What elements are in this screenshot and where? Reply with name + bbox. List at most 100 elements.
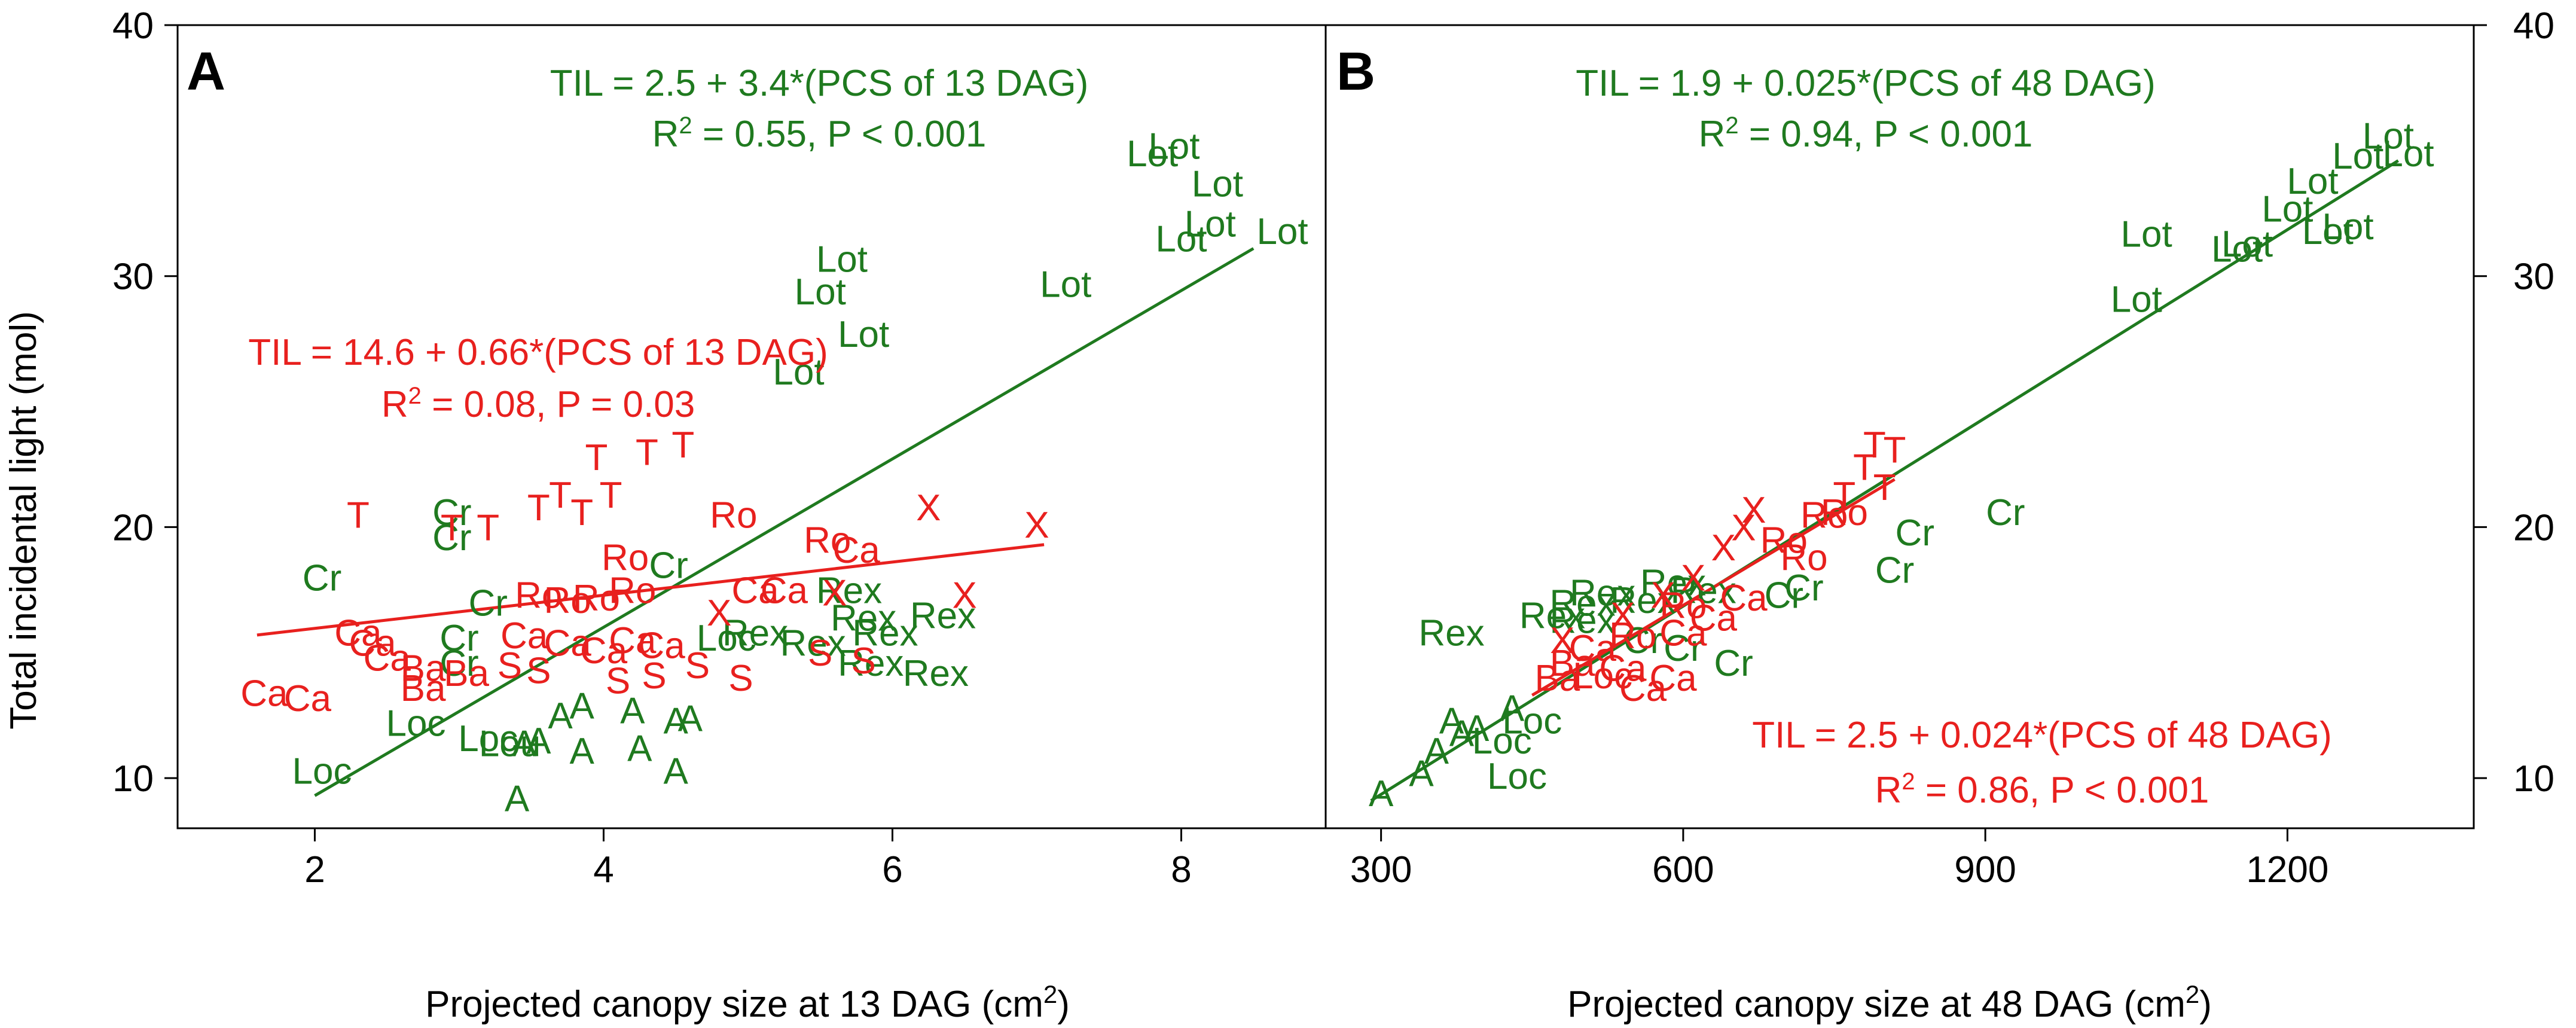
data-point-green: Loc (1472, 721, 1532, 762)
data-point-red: Ro (1659, 585, 1707, 626)
data-point-red: T (527, 487, 550, 529)
data-point-green: Rex (722, 613, 788, 654)
data-point-red: X (953, 575, 977, 617)
data-point-green: A (620, 691, 645, 732)
data-point-green: Lot (1256, 211, 1308, 252)
data-point-green: Lot (773, 352, 824, 393)
data-point-red: T (585, 437, 608, 478)
data-point-red: Ca (364, 638, 411, 679)
data-point-red: Ca (731, 570, 779, 611)
data-point-green: Lot (795, 272, 846, 313)
data-point-green: Lot (2111, 279, 2162, 320)
data-point-red: Ba (401, 668, 446, 709)
r2-green: R2 = 0.55, P < 0.001 (652, 112, 987, 155)
data-point-green: Rex (1519, 595, 1585, 636)
data-point-green: Cr (649, 545, 688, 586)
data-point-red: T (347, 495, 370, 536)
data-point-green: Loc (458, 718, 518, 759)
data-point-green: Rex (780, 623, 846, 664)
x-tick-label: 1200 (2246, 849, 2328, 890)
data-point-green: Rex (1640, 563, 1706, 604)
y-tick-label: 10 (2513, 758, 2554, 800)
data-point-red: S (498, 645, 522, 687)
equation-red: TIL = 2.5 + 0.024*(PCS of 48 DAG) (1752, 715, 2332, 756)
data-point-green: A (627, 728, 652, 770)
data-point-green: A (505, 779, 530, 820)
data-point-red: X (707, 593, 731, 634)
data-point-red: Ro (804, 520, 851, 561)
y-tick-label: 30 (112, 257, 154, 298)
data-point-red: Ca (334, 613, 382, 654)
data-point-green: A (1424, 731, 1449, 772)
x-tick-label: 300 (1350, 849, 1412, 890)
data-point-green: Rex (903, 653, 969, 694)
x-tick-label: 6 (882, 849, 902, 890)
data-point-red: T (570, 492, 593, 533)
data-point-red: Ro (710, 495, 757, 536)
data-point-red: Ro (1609, 615, 1656, 657)
data-point-green: Cr (439, 643, 478, 684)
data-point-green: Cr (432, 492, 471, 533)
data-point-red: T (549, 475, 572, 516)
data-point-red: T (1853, 447, 1876, 489)
data-point-green: A (1464, 708, 1490, 749)
data-point-green: A (1409, 754, 1434, 795)
data-point-green: Cr (1765, 575, 1803, 617)
x-tick-label: 900 (1954, 849, 2016, 890)
data-point-red: T (477, 507, 499, 548)
data-point-green: Loc (697, 618, 756, 659)
data-point-red: T (1873, 467, 1896, 508)
data-point-green: Lot (2332, 136, 2383, 177)
r2-red: R2 = 0.08, P = 0.03 (381, 383, 695, 425)
data-point-red: Ca (1659, 613, 1707, 654)
data-point-red: Ca (1619, 668, 1667, 709)
data-point-green: A (570, 685, 595, 727)
data-point-green: Cr (1896, 513, 1934, 554)
data-point-red: X (1681, 557, 1705, 599)
data-point-green: Cr (469, 582, 508, 624)
data-point-red: S (851, 640, 875, 682)
data-point-red: Ro (1780, 538, 1827, 579)
data-point-red: Ro (609, 570, 656, 611)
panel-label: A (187, 42, 225, 102)
data-point-red: Ro (1800, 495, 1848, 536)
x-tick-label: 8 (1171, 849, 1191, 890)
data-point-green: Lot (1185, 204, 1236, 245)
y-tick-label: 30 (2513, 257, 2554, 298)
data-point-red: Ca (637, 626, 685, 667)
panel-label: B (1336, 42, 1375, 102)
data-point-red: Loc (1573, 655, 1632, 697)
data-point-red: Ca (544, 623, 591, 664)
data-point-red: T (636, 432, 658, 473)
data-point-green: Rex (816, 570, 882, 611)
data-point-red: Ba (444, 653, 489, 694)
data-point-green: Rex (831, 597, 896, 639)
data-point-green: A (526, 721, 551, 762)
data-point-green: Lot (2287, 161, 2338, 202)
data-point-green: Cr (439, 618, 478, 659)
data-point-green: Loc (292, 751, 352, 792)
y-tick-label: 40 (112, 5, 154, 47)
data-point-green: Rex (1610, 580, 1675, 621)
y-axis-label: Total incidental light (mol) (3, 311, 44, 730)
data-point-red: X (1741, 490, 1766, 531)
data-point-red: T (1863, 425, 1886, 466)
x-tick-label: 4 (593, 849, 614, 890)
data-point-red: Ca (1720, 578, 1768, 619)
data-point-green: Rex (1670, 570, 1736, 611)
data-point-green: A (570, 731, 595, 772)
data-point-red: Ca (609, 620, 657, 661)
data-point-red: T (441, 507, 463, 548)
data-point-green: Cr (1714, 643, 1753, 684)
y-tick-label: 40 (2513, 5, 2554, 47)
data-point-red: Ba (1534, 658, 1580, 699)
data-point-green: Cr (1664, 628, 1702, 669)
data-point-red: X (916, 487, 941, 529)
data-point-red: Ba (1550, 643, 1595, 684)
data-point-green: A (664, 751, 689, 792)
data-point-green: Loc (386, 703, 446, 745)
data-point-red: X (1610, 595, 1635, 636)
data-point-green: Rex (1549, 600, 1615, 642)
fit-line-red (1531, 478, 1896, 697)
